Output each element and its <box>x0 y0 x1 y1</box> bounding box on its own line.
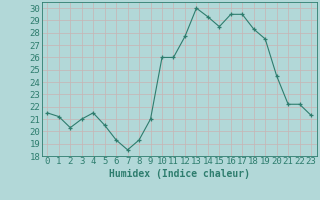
X-axis label: Humidex (Indice chaleur): Humidex (Indice chaleur) <box>109 169 250 179</box>
